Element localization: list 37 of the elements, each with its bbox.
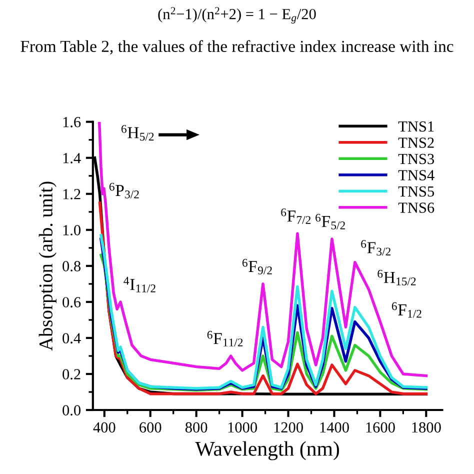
- legend-label: TNS5: [398, 186, 434, 197]
- x-tick-label: 1000: [228, 422, 257, 433]
- x-tick-label: 800: [185, 422, 208, 433]
- annotation: $^{6}$F$_{9/2}$: [242, 258, 272, 274]
- x-tick-label: 1200: [274, 422, 303, 433]
- y-tick-label: 1.0: [63, 225, 81, 236]
- legend-label: TNS6: [398, 202, 434, 213]
- y-tick-label: 0.6: [62, 297, 81, 308]
- legend-label: TNS2: [398, 138, 434, 148]
- x-tick-label: 1600: [366, 422, 395, 433]
- legend-label: TNS4: [398, 170, 434, 180]
- y-tick-label: 1.6: [63, 117, 81, 128]
- x-tick-label: 600: [140, 422, 162, 433]
- annotation: $^{6}$P$_{3/2}$: [109, 182, 139, 198]
- annotation: $^{4}$I$_{11/2}$: [124, 276, 156, 292]
- text: From Table 2, the values of the refractive index increase with inc: [20, 40, 454, 54]
- y-tick-label: 1.2: [63, 189, 80, 200]
- text: (n$^{2}$−1)/(n$^{2}$+2) = 1 − E$_{g}$/20: [158, 7, 316, 24]
- annotation: $^{6}$F$_{3/2}$: [361, 240, 390, 256]
- y-tick-label: 0.2: [62, 369, 80, 380]
- annotation: $^{6}$F$_{5/2}$: [316, 214, 345, 230]
- x-tick-label: 1800: [412, 422, 441, 433]
- legend-label: TNS3: [398, 154, 434, 164]
- annotation: $^{6}$F$_{1/2}$: [392, 302, 422, 318]
- y-tick-label: 1.4: [63, 153, 81, 164]
- x-axis-title: Wavelength (nm): [195, 441, 339, 460]
- x-tick-label: 400: [93, 422, 116, 433]
- annotation: $^{6}$H$_{15/2}$: [378, 270, 416, 286]
- y-tick-label: 0.8: [62, 261, 81, 272]
- y-tick-label: 0.0: [62, 405, 81, 416]
- legend-label: TNS1: [398, 121, 434, 132]
- y-axis-title: Absorption (arb. unit): [38, 182, 56, 351]
- annotation: $^{6}$F$_{7/2}$: [281, 208, 310, 224]
- annotation: $^{6}$F$_{11/2}$: [207, 330, 243, 346]
- x-tick-label: 1400: [320, 422, 349, 433]
- annotation: $^{6}$H$_{5/2}$: [121, 125, 154, 141]
- y-tick-label: 0.4: [62, 333, 81, 344]
